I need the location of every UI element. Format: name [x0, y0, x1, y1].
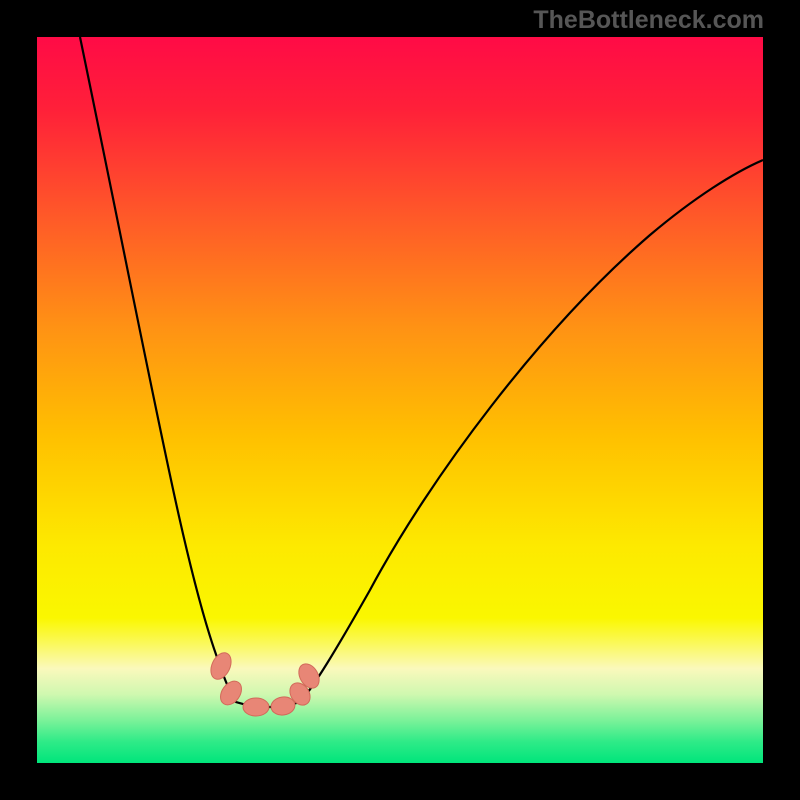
chart-canvas: TheBottleneck.com: [0, 0, 800, 800]
marker-point: [243, 698, 269, 716]
chart-svg: [0, 0, 800, 800]
watermark-text: TheBottleneck.com: [533, 6, 764, 35]
plot-background: [37, 37, 763, 763]
